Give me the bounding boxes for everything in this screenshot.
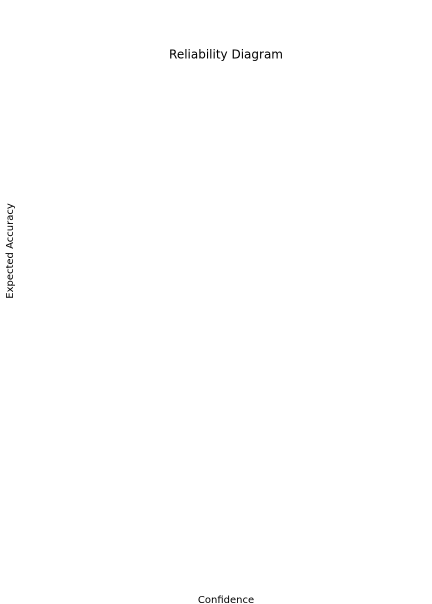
x-axis-label: Confidence xyxy=(198,595,254,604)
y-axis-label: Expected Accuracy xyxy=(5,203,16,299)
chart-title: Reliability Diagram xyxy=(169,48,283,62)
